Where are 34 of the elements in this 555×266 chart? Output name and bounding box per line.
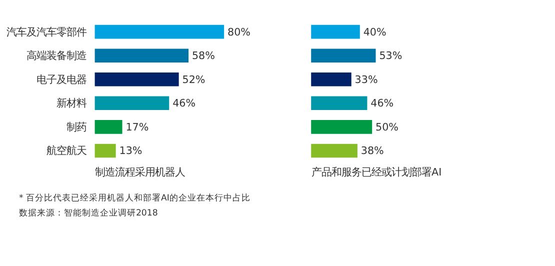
data-label: 53%: [379, 50, 402, 62]
data-label: 52%: [182, 74, 206, 86]
bar: [94, 24, 224, 39]
data-label: 46%: [370, 98, 394, 110]
bar: [94, 96, 170, 110]
bar: [94, 72, 179, 86]
bar: [311, 72, 352, 86]
data-label: 58%: [192, 50, 216, 62]
data-label: 80%: [228, 26, 251, 38]
data-label: 40%: [363, 26, 386, 38]
y-tick-label: 汽车及汽车零部件: [6, 26, 87, 38]
data-label: 38%: [360, 145, 384, 158]
y-tick-label: 电子及电器: [36, 74, 87, 86]
bar: [94, 120, 122, 134]
bar: [311, 144, 358, 158]
y-tick-label: 制药: [66, 121, 87, 134]
text: * 百分比代表已经采用机器人和部署AI的企业在本行中占比: [18, 192, 250, 204]
y-tick-label: 航空航天: [46, 145, 87, 158]
bar: [94, 48, 189, 62]
bar: [311, 48, 376, 62]
data-label: 17%: [126, 121, 149, 134]
bar: [311, 24, 360, 39]
bar: [311, 96, 368, 110]
data-label: 46%: [172, 98, 196, 110]
data-label: 13%: [119, 145, 142, 158]
source-note: 数据来源：智能制造企业调研2018: [18, 207, 158, 218]
data-label: 33%: [354, 74, 378, 86]
x-axis-title: 产品和服务已经或计划部署AI: [312, 166, 442, 179]
y-tick-label: 高端装备制造: [26, 50, 87, 62]
bar: [311, 120, 372, 134]
bar: [94, 144, 116, 158]
data-label: 50%: [376, 121, 399, 134]
y-tick-label: 新材料: [56, 98, 87, 110]
x-axis-title: 制造流程采用机器人: [95, 166, 186, 179]
